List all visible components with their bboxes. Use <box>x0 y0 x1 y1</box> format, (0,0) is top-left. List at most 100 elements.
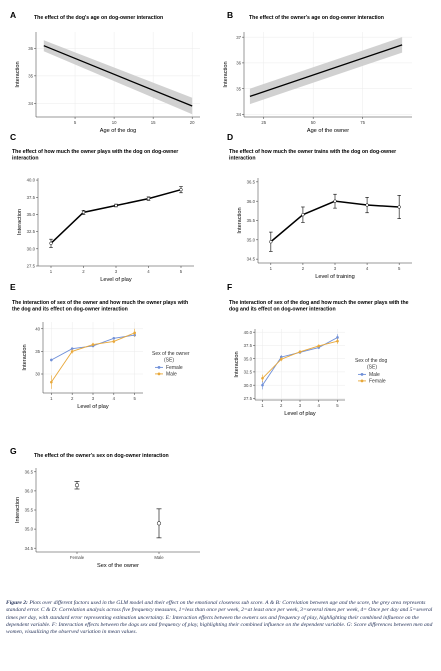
x-tick-label: 50 <box>311 120 316 125</box>
x-tick-label: Female <box>70 555 85 560</box>
y-tick-label: 36 <box>28 46 33 51</box>
y-tick-label: 35 <box>236 86 241 91</box>
series-male <box>50 328 136 389</box>
data-point <box>146 196 151 201</box>
y-tick-label: 36.0 <box>25 489 34 494</box>
y-axis-label: Interaction <box>15 497 21 523</box>
series-female <box>261 338 339 382</box>
y-tick-label: 37.5 <box>27 195 36 200</box>
data-point <box>49 241 53 245</box>
data-point <box>156 521 162 526</box>
panel-f: F The interaction of sex of the dog and h… <box>227 282 409 417</box>
x-tick-label: 5 <box>398 266 401 271</box>
panel-title-line-2: the dog and its effect on dog-owner inte… <box>12 307 128 313</box>
y-axis-label: Interaction <box>22 344 28 370</box>
x-tick-label: 2 <box>280 403 283 408</box>
panel-letter: F <box>227 282 232 292</box>
x-axis-label: Level of training <box>315 274 355 280</box>
x-tick-label: 75 <box>360 120 365 125</box>
x-tick-label: 3 <box>115 269 118 274</box>
y-tick-label: 32.5 <box>27 229 36 234</box>
panel-letter: C <box>10 132 16 142</box>
y-tick-label: 35 <box>28 73 33 78</box>
legend-label: Male <box>166 372 177 378</box>
panel-letter: A <box>10 10 16 20</box>
y-tick-label: 36.5 <box>247 179 256 184</box>
panel-title-line-2: dog and its effect on dog-owner interact… <box>229 307 336 313</box>
x-tick-label: 5 <box>74 120 77 125</box>
y-tick-label: 36.5 <box>25 469 34 474</box>
legend-key-point <box>360 379 364 383</box>
data-point <box>70 350 74 353</box>
y-axis-label: Interaction <box>15 61 21 87</box>
panel-a: A The effect of the dog's age on dog-owne… <box>10 10 200 134</box>
y-tick-label: 30.0 <box>244 383 253 388</box>
data-point <box>70 347 74 350</box>
panel-g: G The effect of the owner's sex on dog-ow… <box>10 446 200 569</box>
y-tick-label: 35.0 <box>25 527 34 532</box>
y-tick-label: 40.0 <box>27 178 36 183</box>
data-point <box>179 188 183 192</box>
x-tick-label: 20 <box>190 120 195 125</box>
legend-title: Sex of the dog <box>355 358 387 364</box>
legend-key-point <box>360 373 364 376</box>
regression-line <box>249 44 403 98</box>
legend-title: (SE) <box>164 358 174 364</box>
data-point <box>336 339 339 343</box>
data-point <box>112 340 116 343</box>
data-point <box>112 336 116 340</box>
y-tick-label: 34.5 <box>247 257 256 262</box>
y-tick-label: 35.5 <box>25 508 34 513</box>
y-tick-label: 40 <box>35 326 40 331</box>
data-point <box>333 199 337 203</box>
x-tick-label: 1 <box>270 266 273 271</box>
data-point <box>261 383 264 387</box>
y-tick-label: 32.5 <box>244 370 253 375</box>
panel-letter: E <box>10 282 16 292</box>
y-tick-label: 35 <box>35 349 40 354</box>
y-tick-label: 34 <box>28 101 33 106</box>
y-axis-label: Interaction <box>234 351 240 377</box>
data-point <box>397 205 401 209</box>
data-point <box>261 376 264 380</box>
data-point <box>50 358 53 362</box>
panel-title: The effect of the dog's age on dog-owner… <box>34 15 163 21</box>
x-tick-label: 1 <box>50 396 53 401</box>
x-tick-label: 4 <box>113 396 116 401</box>
y-axis-label: Interaction <box>17 209 23 235</box>
y-tick-label: 27.5 <box>27 264 36 269</box>
x-tick-label: 3 <box>299 403 302 408</box>
regression-line <box>43 45 193 107</box>
x-tick-label: 1 <box>50 269 53 274</box>
panel-title-line-1: The interaction of sex of the dog and ho… <box>229 300 409 306</box>
figure-caption: Figure 2: Plots over different factors u… <box>6 600 436 636</box>
y-tick-label: 37.5 <box>244 343 253 348</box>
caption-label: Figure 2: <box>6 600 28 606</box>
data-point <box>50 380 53 384</box>
y-tick-label: 27.5 <box>244 396 253 401</box>
x-tick-label: 1 <box>261 403 264 408</box>
panel-title-line-2: interaction <box>229 156 256 162</box>
y-tick-label: 35.0 <box>244 356 253 361</box>
data-point <box>81 210 86 215</box>
panel-c: C The effect of how much the owner plays … <box>10 132 194 283</box>
panel-e: E The interaction of sex of the owner and… <box>10 282 190 410</box>
data-point <box>279 357 283 361</box>
y-tick-label: 40.0 <box>244 330 253 335</box>
legend-label: Female <box>369 379 386 385</box>
legend-title: Sex of the owner <box>152 351 190 357</box>
x-axis-label: Level of play <box>100 277 132 283</box>
data-point <box>317 344 321 348</box>
y-tick-label: 34 <box>236 112 241 117</box>
panel-letter: B <box>227 10 233 20</box>
panel-title: The effect of the owner's age on dog-own… <box>249 15 384 21</box>
x-axis-label: Level of play <box>284 411 316 417</box>
x-axis-label: Level of play <box>77 404 109 410</box>
legend-key-point <box>157 366 161 369</box>
x-tick-label: 5 <box>336 403 339 408</box>
x-tick-label: 5 <box>133 396 136 401</box>
x-tick-label: 4 <box>318 403 321 408</box>
x-tick-label: 10 <box>112 120 117 125</box>
